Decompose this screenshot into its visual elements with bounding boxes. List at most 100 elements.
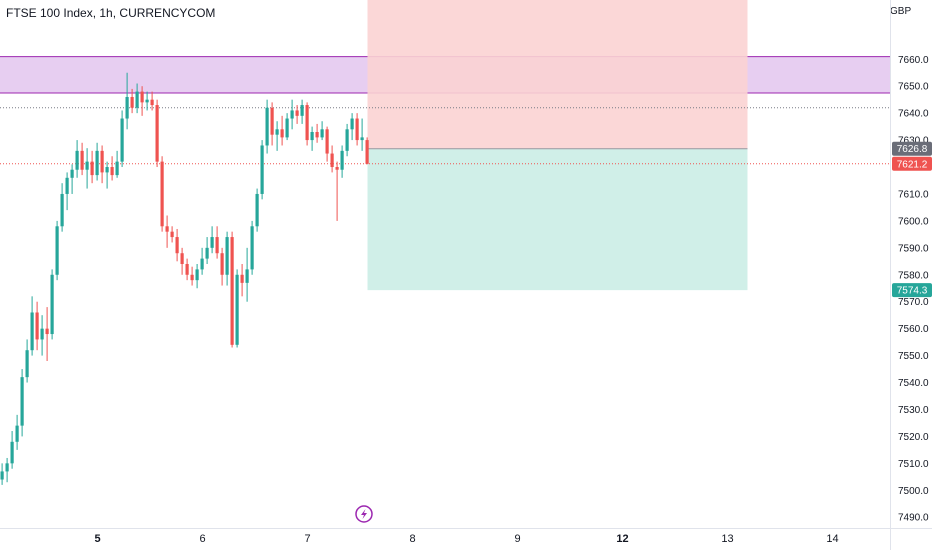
candle-body — [45, 328, 49, 335]
candle-body — [255, 193, 259, 227]
candle-body — [65, 177, 69, 194]
candle — [110, 156, 114, 181]
y-tick-label: 7510.0 — [898, 459, 929, 470]
candle — [160, 156, 164, 232]
candle-body — [195, 269, 199, 281]
candle-body — [15, 425, 19, 442]
candle-body — [330, 153, 334, 168]
candle — [125, 72, 129, 130]
candle — [90, 150, 94, 184]
y-tick-label: 7490.0 — [898, 513, 929, 524]
candle-body — [250, 226, 254, 270]
candle-body — [135, 91, 139, 108]
y-tick-label: 7540.0 — [898, 378, 929, 389]
candle — [335, 161, 339, 221]
price-tag-bg — [892, 283, 932, 298]
candle — [120, 110, 124, 168]
x-tick-label: 6 — [199, 533, 205, 545]
candle — [85, 148, 89, 189]
candle — [105, 161, 109, 189]
price-tag-entry: 7626.8 — [892, 141, 932, 156]
candle — [260, 140, 264, 200]
candle — [95, 142, 99, 181]
candle-body — [315, 132, 319, 138]
candle — [190, 266, 194, 286]
candle — [320, 121, 324, 141]
candle-body — [10, 441, 14, 464]
candle-body — [130, 96, 134, 108]
candle — [195, 264, 199, 289]
candle — [185, 258, 189, 281]
candle-body — [325, 129, 329, 154]
x-tick-label: 7 — [304, 533, 310, 545]
candle-body — [275, 129, 279, 135]
lightning-icon[interactable] — [355, 505, 373, 523]
candle-body — [155, 105, 159, 162]
stop-loss-zone[interactable] — [367, 0, 748, 149]
candle — [220, 247, 224, 286]
candle — [300, 99, 304, 124]
candle-body — [180, 253, 184, 264]
candle-body — [345, 129, 349, 151]
candle-body — [265, 107, 269, 146]
candle — [15, 414, 19, 450]
candle-body — [205, 247, 209, 259]
candle — [290, 99, 294, 130]
x-tick-label: 5 — [94, 533, 100, 545]
candle — [135, 83, 139, 114]
candle-body — [190, 274, 194, 281]
candle-body — [355, 118, 359, 141]
price-tag-target: 7574.3 — [892, 283, 932, 298]
x-tick-label: 9 — [514, 533, 520, 545]
candle-body — [305, 105, 309, 141]
candle-body — [160, 161, 164, 227]
candle-body — [335, 167, 339, 170]
x-tick-label: 8 — [409, 533, 415, 545]
y-tick-label: 7520.0 — [898, 432, 929, 443]
chart-title: FTSE 100 Index, 1h, CURRENCYCOM — [6, 6, 216, 20]
candle — [360, 118, 364, 151]
candle-body — [25, 350, 29, 378]
candle-body — [350, 118, 354, 130]
candle — [50, 269, 54, 340]
candle — [350, 113, 354, 141]
y-tick-label: 7550.0 — [898, 351, 929, 362]
candle — [265, 99, 269, 154]
candle — [345, 123, 349, 157]
candle — [255, 188, 259, 232]
candle — [275, 121, 279, 151]
candle-body — [200, 258, 204, 270]
price-tag-bg — [892, 156, 932, 171]
price-tag-label: 7574.3 — [897, 286, 928, 297]
candle — [155, 99, 159, 168]
candle — [170, 226, 174, 243]
candle-body — [115, 161, 119, 176]
candle-body — [225, 237, 229, 275]
price-tag-label: 7626.8 — [897, 144, 928, 155]
y-tick-label: 7580.0 — [898, 270, 929, 281]
candle — [325, 126, 329, 162]
candle — [210, 226, 214, 254]
candle-body — [145, 99, 149, 103]
candle — [0, 463, 4, 485]
candle — [10, 431, 14, 469]
take-profit-zone[interactable] — [367, 148, 748, 291]
candle-body — [95, 150, 99, 176]
candle-body — [230, 237, 234, 345]
candle-body — [20, 377, 24, 426]
y-tick-label: 7600.0 — [898, 216, 929, 227]
candle-body — [150, 99, 154, 106]
y-tick-label: 7640.0 — [898, 109, 929, 120]
candle-body — [310, 132, 314, 141]
candle — [270, 102, 274, 146]
candle-body — [340, 150, 344, 170]
candle-body — [140, 91, 144, 103]
candle — [75, 140, 79, 178]
candle-body — [215, 237, 219, 254]
candle-body — [110, 167, 114, 176]
candle — [240, 264, 244, 297]
price-tag-label: 7621.2 — [897, 159, 928, 170]
candle-body — [105, 167, 109, 173]
currency-label: GBP — [890, 6, 912, 17]
